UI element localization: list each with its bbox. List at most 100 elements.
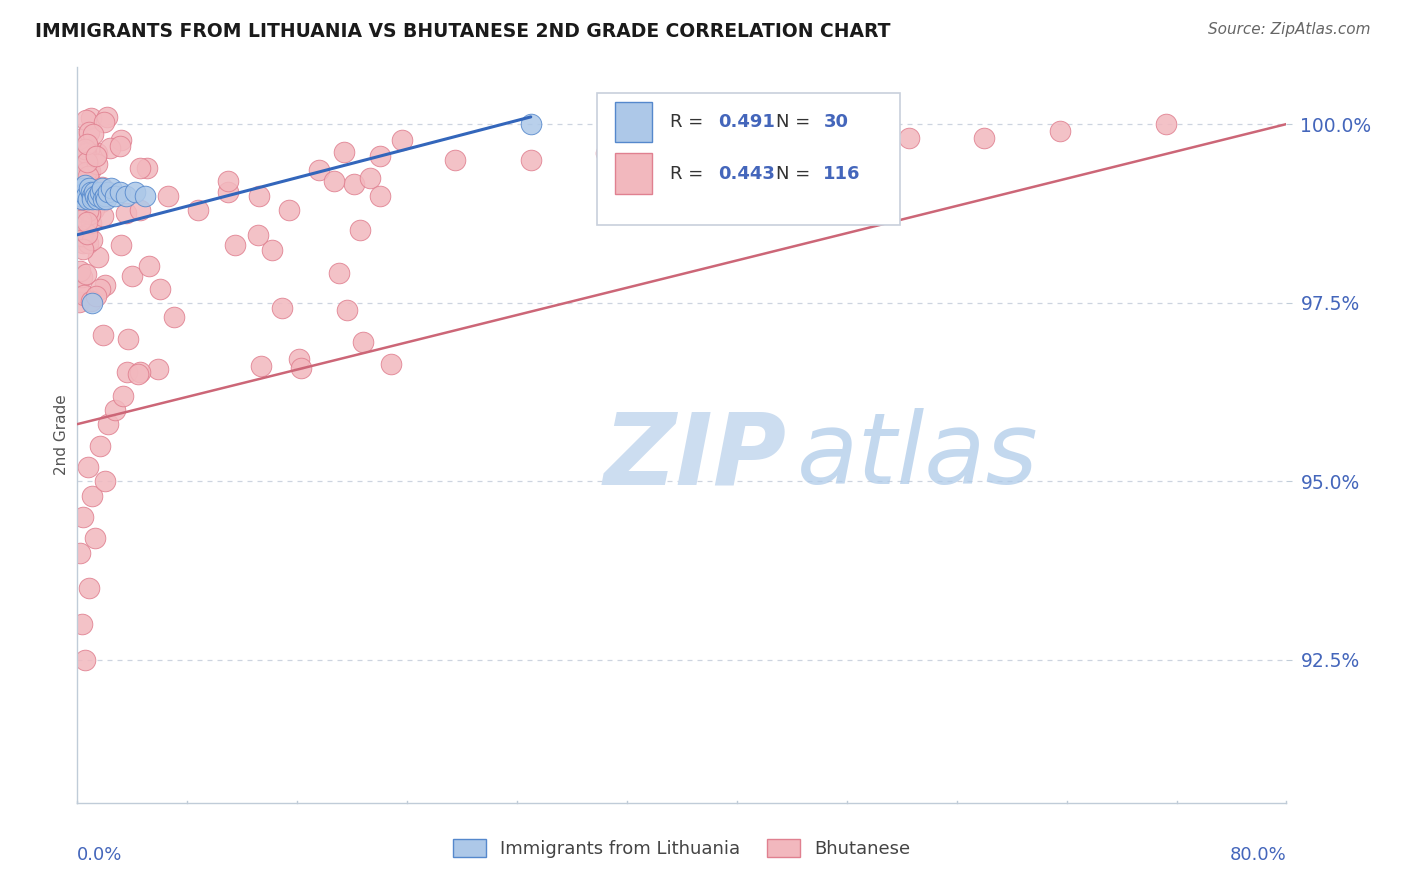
FancyBboxPatch shape [616, 102, 652, 143]
Point [75, 165, 97, 179]
Point [747, 138, 769, 153]
FancyBboxPatch shape [598, 93, 900, 225]
Point [70, 213, 93, 227]
Point [82, 188, 104, 202]
Point [110, 133, 132, 147]
Point [328, 267, 350, 281]
Point [79, 181, 101, 195]
Text: 80.0%: 80.0% [1230, 846, 1286, 863]
Point [336, 303, 359, 318]
Point [368, 188, 391, 202]
Point [370, 148, 392, 162]
Point [352, 335, 374, 350]
Point [897, 131, 920, 145]
Point [80, 233, 103, 247]
Point [73, 288, 96, 302]
Text: R =: R = [669, 113, 709, 131]
Text: R =: R = [669, 165, 709, 183]
Point [79, 207, 101, 221]
Point [973, 131, 995, 145]
Point [82, 127, 104, 141]
Point [187, 202, 209, 217]
Point [127, 367, 149, 381]
Point [111, 388, 134, 402]
Point [76, 137, 98, 152]
Point [80, 294, 103, 309]
Text: N =: N = [776, 113, 817, 131]
Point [124, 185, 146, 199]
Point [218, 174, 240, 188]
Point [72, 243, 94, 257]
Point [86, 146, 108, 161]
Point [1154, 117, 1177, 131]
Point [96, 417, 118, 431]
Point [69, 188, 91, 202]
Text: 30: 30 [824, 113, 848, 131]
Point [391, 133, 413, 147]
Point [83, 185, 105, 199]
Point [115, 206, 138, 220]
Point [80, 185, 103, 199]
Point [77, 192, 100, 206]
Point [1049, 124, 1071, 138]
Point [67, 285, 90, 300]
Point [288, 352, 311, 367]
Point [117, 332, 139, 346]
Text: 0.0%: 0.0% [77, 846, 122, 863]
Point [84, 532, 107, 546]
Point [67, 295, 90, 310]
Point [93, 475, 115, 489]
Point [72, 510, 94, 524]
Point [77, 203, 100, 218]
Point [595, 145, 617, 160]
Point [108, 185, 131, 199]
Point [76, 227, 98, 241]
Point [93, 114, 115, 128]
Point [75, 188, 97, 202]
Point [76, 155, 98, 169]
Point [67, 153, 90, 167]
Text: 0.491: 0.491 [718, 113, 775, 131]
Point [80, 112, 103, 126]
Point [121, 269, 143, 284]
Text: atlas: atlas [797, 409, 1039, 506]
Point [67, 132, 90, 146]
Point [146, 361, 169, 376]
Point [90, 181, 112, 195]
Point [82, 192, 104, 206]
Point [73, 178, 96, 192]
Point [520, 153, 543, 167]
Text: 116: 116 [824, 165, 860, 183]
Point [90, 180, 112, 194]
Point [343, 177, 366, 191]
FancyBboxPatch shape [616, 153, 652, 194]
Point [84, 149, 107, 163]
Point [77, 236, 100, 251]
Point [76, 159, 98, 173]
Point [163, 310, 186, 325]
Point [110, 237, 132, 252]
Point [94, 277, 117, 292]
Point [67, 185, 90, 199]
Point [70, 192, 93, 206]
Point [91, 328, 114, 343]
Point [91, 209, 114, 223]
Point [129, 202, 152, 217]
Point [73, 653, 96, 667]
Point [96, 110, 118, 124]
Point [75, 113, 97, 128]
Point [520, 117, 543, 131]
Point [134, 188, 156, 202]
Point [135, 161, 157, 176]
Point [91, 192, 114, 206]
Point [138, 259, 160, 273]
Point [246, 227, 269, 242]
Point [77, 124, 100, 138]
Point [444, 153, 467, 167]
Point [149, 282, 172, 296]
Point [77, 460, 100, 475]
Point [359, 171, 381, 186]
Point [250, 359, 273, 373]
Point [89, 282, 111, 296]
Point [128, 161, 150, 176]
